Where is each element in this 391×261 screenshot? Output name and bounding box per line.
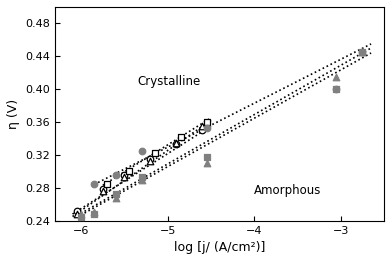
Point bbox=[91, 210, 97, 215]
Point bbox=[74, 209, 80, 213]
Point bbox=[204, 126, 210, 130]
Point bbox=[199, 124, 205, 128]
Point bbox=[359, 50, 366, 54]
Point bbox=[204, 155, 210, 159]
Text: Amorphous: Amorphous bbox=[254, 184, 322, 197]
Point bbox=[113, 173, 119, 177]
Point bbox=[100, 189, 106, 193]
Point bbox=[359, 50, 366, 54]
Point bbox=[139, 149, 145, 153]
Point bbox=[173, 140, 179, 145]
Point bbox=[91, 182, 97, 186]
Point bbox=[139, 177, 145, 182]
Point bbox=[100, 187, 106, 192]
Point bbox=[152, 151, 158, 155]
Point bbox=[359, 50, 366, 54]
Point bbox=[78, 215, 84, 219]
Point bbox=[139, 175, 145, 179]
Point bbox=[121, 173, 127, 177]
Point bbox=[126, 169, 132, 173]
Point bbox=[147, 157, 154, 161]
Point bbox=[334, 75, 340, 79]
Point bbox=[199, 128, 205, 132]
Point bbox=[74, 212, 80, 216]
Point bbox=[104, 182, 110, 186]
Point bbox=[121, 175, 127, 179]
Point bbox=[204, 120, 210, 124]
Point bbox=[147, 158, 154, 163]
Point bbox=[113, 192, 119, 197]
Text: Crystalline: Crystalline bbox=[138, 75, 201, 88]
Point bbox=[178, 135, 184, 139]
Point bbox=[173, 142, 179, 146]
Point bbox=[78, 212, 84, 216]
Point bbox=[334, 87, 340, 91]
Point bbox=[91, 212, 97, 216]
Point bbox=[113, 195, 119, 200]
Point bbox=[204, 161, 210, 165]
Point bbox=[334, 87, 340, 91]
Y-axis label: η (V): η (V) bbox=[7, 99, 20, 129]
X-axis label: log [j/ (A/cm²)]: log [j/ (A/cm²)] bbox=[174, 241, 265, 254]
